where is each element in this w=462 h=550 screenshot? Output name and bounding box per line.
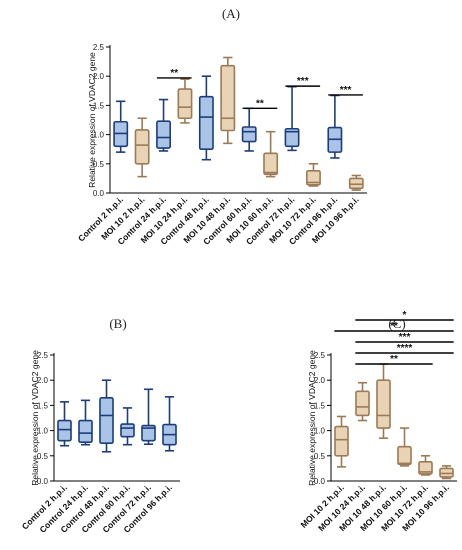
box-3 [177, 78, 193, 124]
y-tick-label: 1.5 [314, 401, 326, 410]
significance-label: * [403, 310, 407, 321]
box-iqr [198, 95, 214, 151]
y-axis-label: Relative expression of VDAC2 gene [307, 350, 317, 486]
box-iqr [156, 120, 171, 149]
box-0 [334, 415, 349, 468]
box-5 [220, 56, 236, 145]
box-iqr [141, 424, 156, 442]
y-tick-label: 2.5 [37, 351, 49, 360]
box-1 [355, 381, 370, 422]
significance-label: *** [297, 76, 309, 87]
significance-label: *** [399, 332, 411, 343]
box-6 [241, 107, 257, 152]
y-tick-label: 1.0 [314, 427, 326, 436]
box-4 [198, 75, 214, 161]
y-tick-label: 0.5 [93, 160, 105, 169]
y-tick-label: 1.0 [37, 427, 49, 436]
box-iqr [418, 461, 433, 475]
box-5 [439, 465, 454, 480]
box-iqr [177, 88, 193, 120]
y-axis-label: Relative expression of VDAC2 gene [30, 350, 40, 486]
y-tick-label: 2.5 [314, 351, 326, 360]
box-3 [397, 427, 412, 467]
box-iqr [397, 445, 412, 466]
box-2 [376, 363, 391, 439]
box-iqr [241, 126, 257, 143]
box-4 [141, 388, 156, 446]
box-5 [162, 396, 177, 452]
box-0 [113, 100, 129, 153]
box-8 [284, 85, 300, 152]
box-3 [120, 407, 135, 446]
significance-label: ** [170, 68, 178, 79]
y-tick-label: 2.5 [93, 43, 105, 52]
y-axis-label: Relative expression of VDAC2 gene [87, 52, 97, 188]
significance-label: *** [340, 85, 352, 96]
y-tick-label: 0.0 [314, 477, 326, 486]
box-iqr [220, 64, 236, 132]
significance-label: ** [390, 321, 398, 332]
box-4 [418, 454, 433, 476]
box-2 [99, 379, 114, 453]
box-iqr [306, 170, 321, 186]
significance-label: ** [256, 98, 264, 109]
box-iqr [348, 177, 364, 190]
box-iqr [57, 419, 72, 442]
y-tick-label: 2.0 [93, 72, 105, 81]
box-9 [306, 163, 321, 187]
box-1 [134, 117, 150, 178]
y-tick-label: 2.0 [37, 376, 49, 385]
box-1 [78, 399, 93, 446]
panel-label: (A) [222, 6, 240, 21]
box-0 [57, 401, 72, 447]
significance-label: **** [397, 343, 413, 354]
panel-label: (B) [109, 316, 126, 331]
box-iqr [334, 425, 349, 457]
y-tick-label: 1.5 [93, 101, 105, 110]
y-tick-label: 0.0 [37, 477, 49, 486]
chart-panel-2: (C)Relative expression of VDAC2 gene0.00… [298, 310, 457, 533]
box-iqr [355, 390, 370, 417]
y-tick-label: 0.0 [93, 189, 105, 198]
box-iqr [263, 152, 279, 176]
y-tick-label: 1.5 [37, 401, 49, 410]
box-iqr [78, 419, 93, 443]
box-11 [348, 174, 364, 191]
y-tick-label: 0.5 [37, 452, 49, 461]
y-tick-label: 0.5 [314, 452, 326, 461]
y-tick-label: 2.0 [314, 376, 326, 385]
y-tick-label: 1.0 [93, 131, 105, 140]
box-7 [263, 130, 279, 178]
significance-label: ** [390, 354, 398, 365]
box-iqr [99, 397, 114, 444]
box-iqr [120, 423, 135, 438]
box-iqr [284, 127, 300, 148]
box-iqr [376, 379, 391, 429]
box-10 [327, 94, 343, 159]
box-iqr [134, 129, 150, 165]
box-2 [156, 98, 171, 152]
